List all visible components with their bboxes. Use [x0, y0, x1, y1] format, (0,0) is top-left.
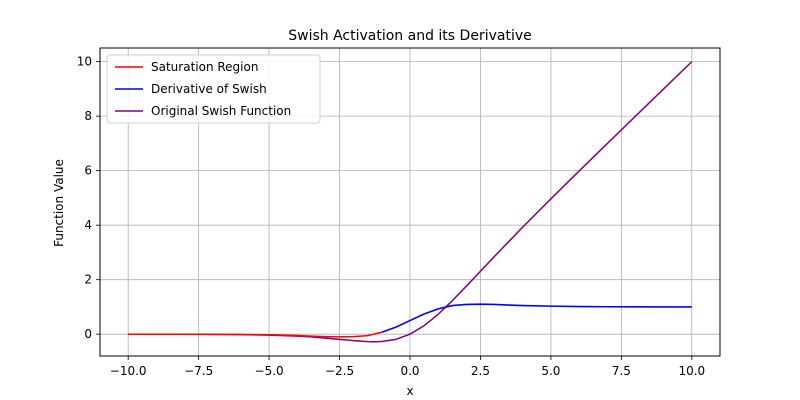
legend-box [106, 54, 321, 124]
x-tick-label: 0.0 [400, 364, 419, 378]
x-tick-label: 2.5 [471, 364, 490, 378]
x-tick-label: −2.5 [325, 364, 354, 378]
x-axis-label: x [406, 384, 413, 398]
x-tick-label: −10.0 [110, 364, 147, 378]
series-group [128, 61, 693, 343]
y-tick-label: 8 [84, 109, 92, 123]
series-line-0 [128, 331, 382, 338]
chart-title: Swish Activation and its Derivative [288, 28, 531, 44]
series-line-1 [381, 303, 692, 333]
legend-label-2: Original Swish Function [151, 104, 291, 118]
x-tick-label: 10.0 [678, 364, 705, 378]
y-tick-label: 2 [84, 273, 92, 287]
y-axis-label: Function Value [52, 159, 66, 247]
ticks: −10.0 −7.5 −5.0 −2.5 0.0 2.5 5.0 7.5 10.0 0 2 4 6 8 10 [77, 55, 705, 378]
x-tick-label: −7.5 [184, 364, 213, 378]
y-tick-label: 6 [84, 164, 92, 178]
x-tick-label: 7.5 [612, 364, 631, 378]
x-tick-label: −5.0 [255, 364, 284, 378]
legend-label-0: Saturation Region [151, 60, 258, 74]
x-tick-label: 5.0 [541, 364, 560, 378]
legend: Saturation Region Derivative of Swish Orig… [106, 54, 321, 124]
y-tick-label: 0 [84, 327, 92, 341]
y-tick-label: 10 [77, 55, 92, 69]
legend-label-1: Derivative of Swish [151, 82, 267, 96]
y-tick-label: 4 [84, 218, 92, 232]
